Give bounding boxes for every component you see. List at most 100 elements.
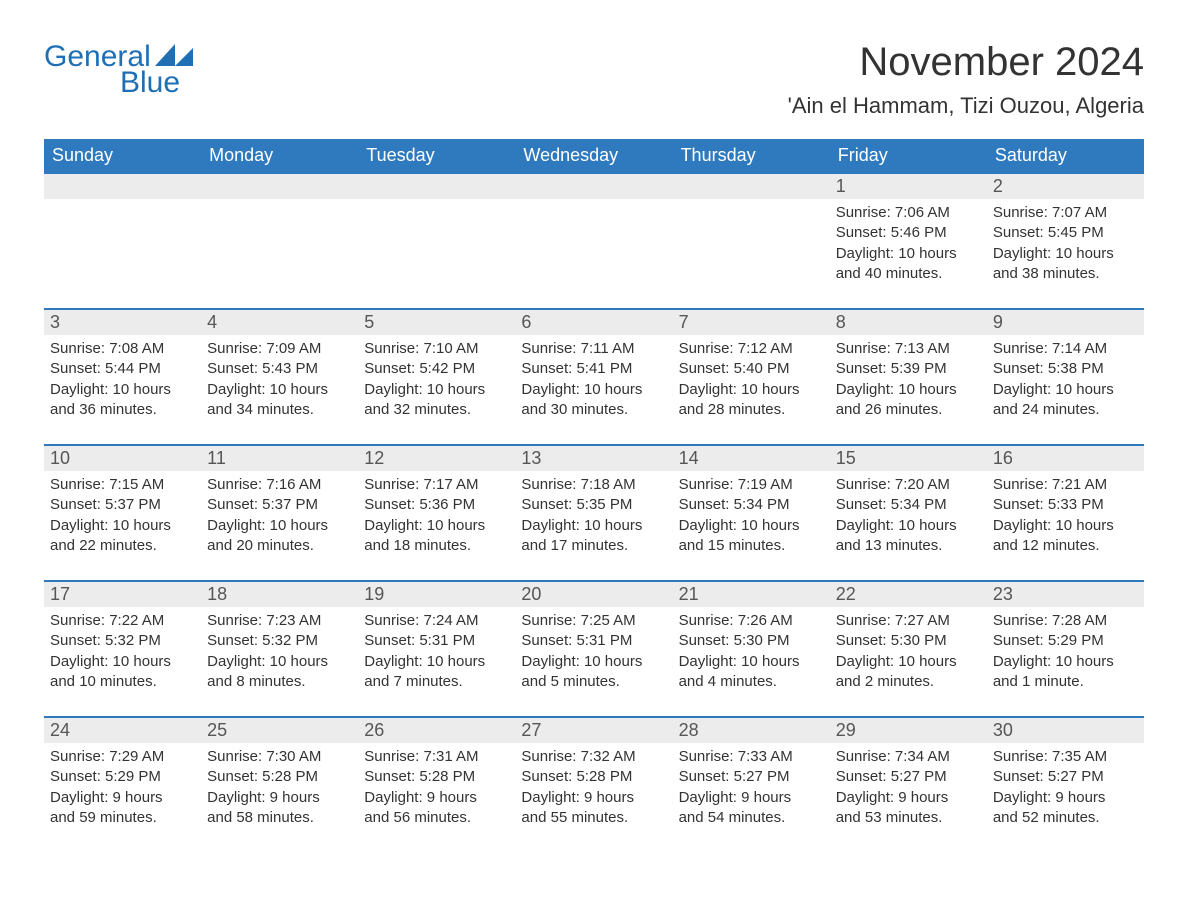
dow-cell: Tuesday: [358, 139, 515, 172]
daylight1-text: Daylight: 10 hours: [836, 244, 981, 264]
daylight1-text: Daylight: 10 hours: [50, 652, 195, 672]
day-number: 8: [830, 310, 987, 335]
logo-wing-icon: [155, 44, 193, 66]
daylight1-text: Daylight: 9 hours: [207, 788, 352, 808]
day-number: 26: [358, 718, 515, 743]
dow-cell: Wednesday: [515, 139, 672, 172]
sunrise-text: Sunrise: 7:23 AM: [207, 611, 352, 631]
day-cell: 25Sunrise: 7:30 AMSunset: 5:28 PMDayligh…: [201, 718, 358, 838]
daylight2-text: and 36 minutes.: [50, 400, 195, 420]
day-cell: 20Sunrise: 7:25 AMSunset: 5:31 PMDayligh…: [515, 582, 672, 702]
daylight2-text: and 12 minutes.: [993, 536, 1138, 556]
day-number: 18: [201, 582, 358, 607]
day-body: Sunrise: 7:10 AMSunset: 5:42 PMDaylight:…: [358, 335, 515, 428]
daylight2-text: and 15 minutes.: [679, 536, 824, 556]
daylight2-text: and 26 minutes.: [836, 400, 981, 420]
day-number: 9: [987, 310, 1144, 335]
sunset-text: Sunset: 5:31 PM: [521, 631, 666, 651]
day-body: Sunrise: 7:12 AMSunset: 5:40 PMDaylight:…: [673, 335, 830, 428]
empty-day: [673, 174, 830, 199]
day-of-week-header: SundayMondayTuesdayWednesdayThursdayFrid…: [44, 139, 1144, 172]
day-cell: 9Sunrise: 7:14 AMSunset: 5:38 PMDaylight…: [987, 310, 1144, 430]
sunset-text: Sunset: 5:34 PM: [679, 495, 824, 515]
daylight1-text: Daylight: 10 hours: [50, 516, 195, 536]
sunrise-text: Sunrise: 7:30 AM: [207, 747, 352, 767]
day-number: 20: [515, 582, 672, 607]
daylight1-text: Daylight: 10 hours: [207, 380, 352, 400]
sunrise-text: Sunrise: 7:08 AM: [50, 339, 195, 359]
sunrise-text: Sunrise: 7:16 AM: [207, 475, 352, 495]
daylight2-text: and 17 minutes.: [521, 536, 666, 556]
sunrise-text: Sunrise: 7:24 AM: [364, 611, 509, 631]
day-body: Sunrise: 7:14 AMSunset: 5:38 PMDaylight:…: [987, 335, 1144, 428]
daylight2-text: and 59 minutes.: [50, 808, 195, 828]
sunset-text: Sunset: 5:37 PM: [50, 495, 195, 515]
daylight2-text: and 10 minutes.: [50, 672, 195, 692]
sunset-text: Sunset: 5:29 PM: [50, 767, 195, 787]
day-cell: 3Sunrise: 7:08 AMSunset: 5:44 PMDaylight…: [44, 310, 201, 430]
daylight2-text: and 5 minutes.: [521, 672, 666, 692]
empty-day: [201, 174, 358, 199]
sunset-text: Sunset: 5:37 PM: [207, 495, 352, 515]
sunset-text: Sunset: 5:40 PM: [679, 359, 824, 379]
daylight1-text: Daylight: 10 hours: [679, 380, 824, 400]
day-cell: 24Sunrise: 7:29 AMSunset: 5:29 PMDayligh…: [44, 718, 201, 838]
day-cell: 19Sunrise: 7:24 AMSunset: 5:31 PMDayligh…: [358, 582, 515, 702]
daylight1-text: Daylight: 9 hours: [993, 788, 1138, 808]
day-cell: 13Sunrise: 7:18 AMSunset: 5:35 PMDayligh…: [515, 446, 672, 566]
weeks-container: 1Sunrise: 7:06 AMSunset: 5:46 PMDaylight…: [44, 172, 1144, 838]
month-title: November 2024: [788, 40, 1144, 85]
sunset-text: Sunset: 5:31 PM: [364, 631, 509, 651]
sunset-text: Sunset: 5:30 PM: [679, 631, 824, 651]
sunset-text: Sunset: 5:44 PM: [50, 359, 195, 379]
day-cell: 11Sunrise: 7:16 AMSunset: 5:37 PMDayligh…: [201, 446, 358, 566]
day-cell: 15Sunrise: 7:20 AMSunset: 5:34 PMDayligh…: [830, 446, 987, 566]
daylight2-text: and 4 minutes.: [679, 672, 824, 692]
sunset-text: Sunset: 5:36 PM: [364, 495, 509, 515]
day-number: 21: [673, 582, 830, 607]
daylight2-text: and 20 minutes.: [207, 536, 352, 556]
daylight1-text: Daylight: 10 hours: [364, 380, 509, 400]
day-cell: 28Sunrise: 7:33 AMSunset: 5:27 PMDayligh…: [673, 718, 830, 838]
day-number: 24: [44, 718, 201, 743]
day-body: Sunrise: 7:25 AMSunset: 5:31 PMDaylight:…: [515, 607, 672, 700]
sunrise-text: Sunrise: 7:32 AM: [521, 747, 666, 767]
day-number: 11: [201, 446, 358, 471]
sunrise-text: Sunrise: 7:29 AM: [50, 747, 195, 767]
sunrise-text: Sunrise: 7:26 AM: [679, 611, 824, 631]
day-number: 22: [830, 582, 987, 607]
day-body: Sunrise: 7:33 AMSunset: 5:27 PMDaylight:…: [673, 743, 830, 836]
daylight2-text: and 53 minutes.: [836, 808, 981, 828]
sunset-text: Sunset: 5:27 PM: [679, 767, 824, 787]
day-body: Sunrise: 7:22 AMSunset: 5:32 PMDaylight:…: [44, 607, 201, 700]
sunrise-text: Sunrise: 7:06 AM: [836, 203, 981, 223]
daylight1-text: Daylight: 10 hours: [521, 380, 666, 400]
day-number: 14: [673, 446, 830, 471]
sunrise-text: Sunrise: 7:31 AM: [364, 747, 509, 767]
day-cell: 17Sunrise: 7:22 AMSunset: 5:32 PMDayligh…: [44, 582, 201, 702]
day-body: Sunrise: 7:23 AMSunset: 5:32 PMDaylight:…: [201, 607, 358, 700]
sunset-text: Sunset: 5:43 PM: [207, 359, 352, 379]
day-body: Sunrise: 7:28 AMSunset: 5:29 PMDaylight:…: [987, 607, 1144, 700]
sunrise-text: Sunrise: 7:33 AM: [679, 747, 824, 767]
daylight1-text: Daylight: 10 hours: [993, 516, 1138, 536]
empty-day: [515, 174, 672, 199]
sunrise-text: Sunrise: 7:34 AM: [836, 747, 981, 767]
sunset-text: Sunset: 5:41 PM: [521, 359, 666, 379]
day-body: Sunrise: 7:15 AMSunset: 5:37 PMDaylight:…: [44, 471, 201, 564]
day-cell: 6 Sunrise: 7:11 AMSunset: 5:41 PMDaylight…: [515, 310, 672, 430]
daylight2-text: and 7 minutes.: [364, 672, 509, 692]
day-number: 23: [987, 582, 1144, 607]
day-body: Sunrise: 7:32 AMSunset: 5:28 PMDaylight:…: [515, 743, 672, 836]
sunrise-text: Sunrise: 7:35 AM: [993, 747, 1138, 767]
day-cell: 21Sunrise: 7:26 AMSunset: 5:30 PMDayligh…: [673, 582, 830, 702]
daylight2-text: and 22 minutes.: [50, 536, 195, 556]
day-number: 27: [515, 718, 672, 743]
sunrise-text: Sunrise: 7:11 AM: [521, 339, 666, 359]
sunset-text: Sunset: 5:30 PM: [836, 631, 981, 651]
sunset-text: Sunset: 5:42 PM: [364, 359, 509, 379]
day-number: 13: [515, 446, 672, 471]
day-number: 29: [830, 718, 987, 743]
day-number: 2: [987, 174, 1144, 199]
day-number: 6: [515, 310, 672, 335]
